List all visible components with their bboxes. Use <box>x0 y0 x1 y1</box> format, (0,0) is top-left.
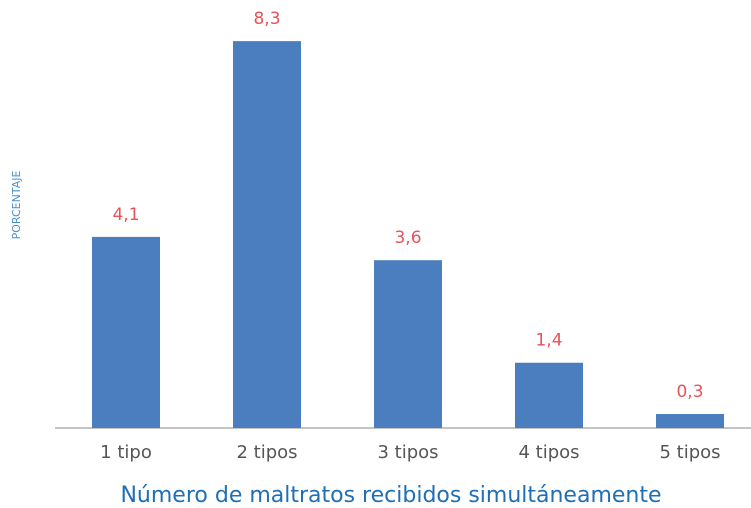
data-label: 0,3 <box>676 382 703 402</box>
x-tick-label: 2 tipos <box>236 442 297 463</box>
x-axis-label: Número de maltratos recibidos simultánea… <box>120 483 661 508</box>
data-label: 1,4 <box>535 331 562 351</box>
x-tick-label: 5 tipos <box>659 442 720 463</box>
x-tick-label: 1 tipo <box>100 442 152 463</box>
bar <box>374 260 442 428</box>
data-label: 3,6 <box>394 228 421 248</box>
bar <box>233 41 301 428</box>
bar <box>92 236 160 428</box>
bar <box>656 414 724 428</box>
data-label: 4,1 <box>112 205 139 225</box>
data-label: 8,3 <box>253 9 280 29</box>
x-tick-label: 4 tipos <box>518 442 579 463</box>
x-tick-label: 3 tipos <box>377 442 438 463</box>
bar <box>515 362 583 428</box>
y-axis-label: PORCENTAJE <box>10 171 23 240</box>
